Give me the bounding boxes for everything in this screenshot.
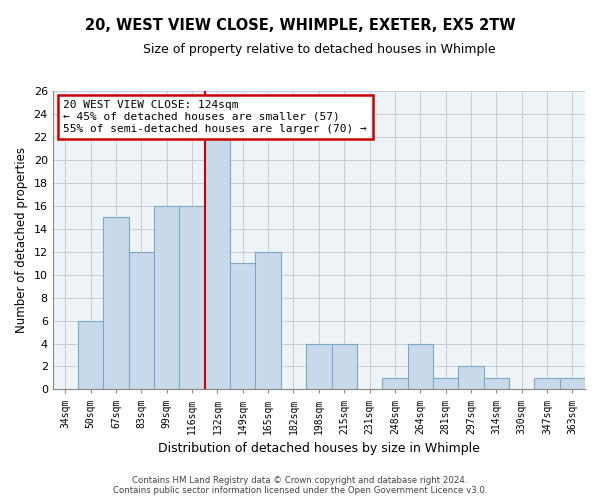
Bar xyxy=(560,378,585,390)
Text: 20 WEST VIEW CLOSE: 124sqm
← 45% of detached houses are smaller (57)
55% of semi: 20 WEST VIEW CLOSE: 124sqm ← 45% of deta… xyxy=(64,100,367,134)
Bar xyxy=(458,366,484,390)
Bar xyxy=(256,252,281,390)
Bar xyxy=(103,218,129,390)
Bar xyxy=(78,320,103,390)
Bar xyxy=(179,206,205,390)
Text: 20, WEST VIEW CLOSE, WHIMPLE, EXETER, EX5 2TW: 20, WEST VIEW CLOSE, WHIMPLE, EXETER, EX… xyxy=(85,18,515,32)
Bar xyxy=(382,378,407,390)
Text: Contains HM Land Registry data © Crown copyright and database right 2024.
Contai: Contains HM Land Registry data © Crown c… xyxy=(113,476,487,495)
Bar xyxy=(129,252,154,390)
Bar xyxy=(230,264,256,390)
X-axis label: Distribution of detached houses by size in Whimple: Distribution of detached houses by size … xyxy=(158,442,480,455)
Y-axis label: Number of detached properties: Number of detached properties xyxy=(15,148,28,334)
Bar xyxy=(205,137,230,390)
Bar xyxy=(154,206,179,390)
Bar xyxy=(332,344,357,390)
Bar xyxy=(407,344,433,390)
Bar xyxy=(484,378,509,390)
Title: Size of property relative to detached houses in Whimple: Size of property relative to detached ho… xyxy=(143,42,495,56)
Bar xyxy=(306,344,332,390)
Bar xyxy=(433,378,458,390)
Bar xyxy=(535,378,560,390)
